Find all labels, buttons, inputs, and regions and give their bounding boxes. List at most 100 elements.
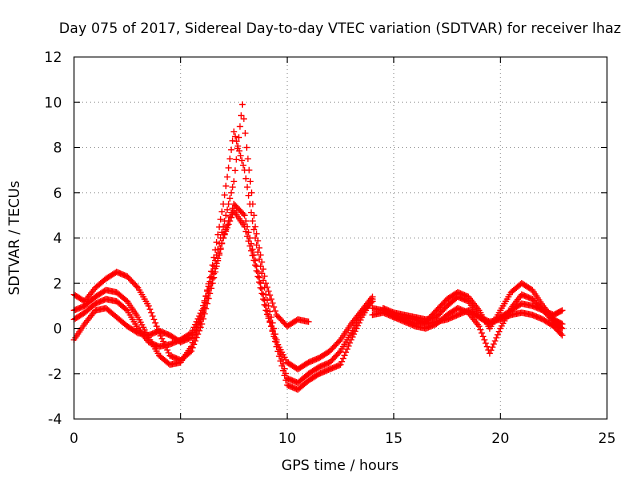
y-tick-label: 0 — [53, 322, 62, 338]
data-point-marker — [221, 231, 228, 238]
data-point-marker — [266, 291, 274, 299]
data-point-marker — [226, 217, 234, 225]
data-point-marker — [221, 191, 228, 199]
data-point-marker — [214, 231, 222, 238]
data-point-marker — [238, 157, 246, 164]
series-track-8 — [390, 300, 566, 328]
data-point-marker — [250, 257, 258, 264]
data-point-marker — [305, 318, 312, 325]
data-point-marker — [270, 303, 278, 311]
x-tick-label: 15 — [385, 431, 403, 447]
data-point-marker — [208, 280, 215, 287]
data-point-marker — [188, 343, 195, 350]
data-point-marker — [200, 309, 207, 316]
data-point-marker — [481, 336, 488, 344]
data-point-marker — [165, 349, 172, 357]
data-point-marker — [205, 289, 212, 297]
data-point-marker — [249, 246, 256, 253]
data-point-marker — [281, 365, 288, 372]
data-point-marker — [252, 261, 259, 269]
data-point-marker — [482, 340, 489, 347]
data-point-marker — [229, 183, 236, 191]
data-point-marker — [150, 316, 158, 323]
data-point-marker — [258, 290, 266, 297]
data-point-marker — [225, 164, 232, 172]
data-point-marker — [245, 237, 252, 245]
data-point-marker — [495, 328, 503, 335]
data-point-marker — [253, 230, 260, 237]
data-point-marker — [369, 293, 376, 301]
data-point-marker — [241, 212, 248, 219]
series-track-2 — [70, 128, 376, 386]
data-point-marker — [490, 340, 497, 348]
data-point-marker — [225, 200, 232, 208]
data-point-marker — [256, 278, 263, 286]
data-point-marker — [494, 331, 501, 338]
data-point-marker — [230, 178, 238, 185]
data-point-marker — [158, 335, 166, 342]
data-point-marker — [493, 334, 500, 342]
data-point-marker — [282, 370, 290, 377]
data-point-marker — [122, 306, 130, 313]
data-point-marker — [230, 128, 238, 135]
data-point-marker — [236, 123, 244, 130]
data-point-marker — [237, 152, 244, 159]
data-point-marker — [269, 326, 276, 334]
data-point-marker — [252, 223, 259, 230]
data-point-marker — [486, 350, 493, 357]
series-track-3 — [70, 101, 312, 350]
data-point-marker — [149, 312, 156, 320]
data-point-marker — [243, 144, 250, 151]
data-point-marker — [249, 252, 256, 259]
data-point-marker — [224, 173, 231, 181]
data-point-marker — [146, 306, 154, 313]
data-point-marker — [559, 307, 566, 314]
data-point-marker — [270, 330, 278, 338]
data-point-marker — [226, 155, 234, 163]
data-point-marker — [262, 280, 270, 287]
data-point-marker — [557, 324, 565, 331]
data-point-marker — [265, 287, 272, 295]
axis-ticks: 0 5 10 15 20 25 -4 -2 0 2 4 6 8 10 12 — [44, 50, 616, 447]
data-point-marker — [258, 258, 266, 266]
data-point-marker — [559, 332, 566, 339]
data-point-marker — [232, 133, 239, 140]
data-point-marker — [337, 361, 344, 368]
data-point-marker — [202, 299, 210, 306]
data-point-marker — [234, 145, 241, 152]
data-series — [70, 101, 566, 393]
data-point-marker — [209, 261, 216, 269]
data-point-marker — [222, 182, 230, 190]
data-point-marker — [557, 330, 565, 338]
data-point-marker — [224, 224, 231, 232]
data-point-marker — [228, 146, 235, 153]
data-point-marker — [244, 233, 251, 240]
data-point-marker — [235, 134, 242, 141]
data-point-marker — [272, 307, 279, 315]
data-point-marker — [225, 221, 232, 228]
y-tick-label: -2 — [48, 367, 62, 383]
data-point-marker — [262, 307, 270, 314]
data-point-marker — [213, 260, 220, 267]
y-tick-label: 12 — [44, 50, 62, 66]
data-point-marker — [478, 329, 485, 337]
x-tick-label: 20 — [491, 431, 509, 447]
data-point-marker — [226, 195, 234, 202]
data-point-marker — [238, 112, 245, 119]
x-axis-label: GPS time / hours — [281, 458, 398, 474]
data-point-marker — [239, 101, 246, 108]
data-point-marker — [257, 251, 264, 259]
data-point-marker — [264, 297, 271, 304]
data-point-marker — [260, 265, 267, 273]
data-point-marker — [335, 338, 343, 345]
data-point-marker — [233, 156, 240, 163]
y-tick-label: 10 — [44, 95, 62, 111]
data-point-marker — [231, 167, 239, 174]
data-point-marker — [218, 208, 226, 215]
data-point-marker — [244, 155, 252, 163]
data-point-marker — [228, 214, 235, 221]
data-point-marker — [240, 210, 247, 218]
data-point-marker — [152, 319, 159, 327]
data-point-marker — [245, 166, 253, 174]
